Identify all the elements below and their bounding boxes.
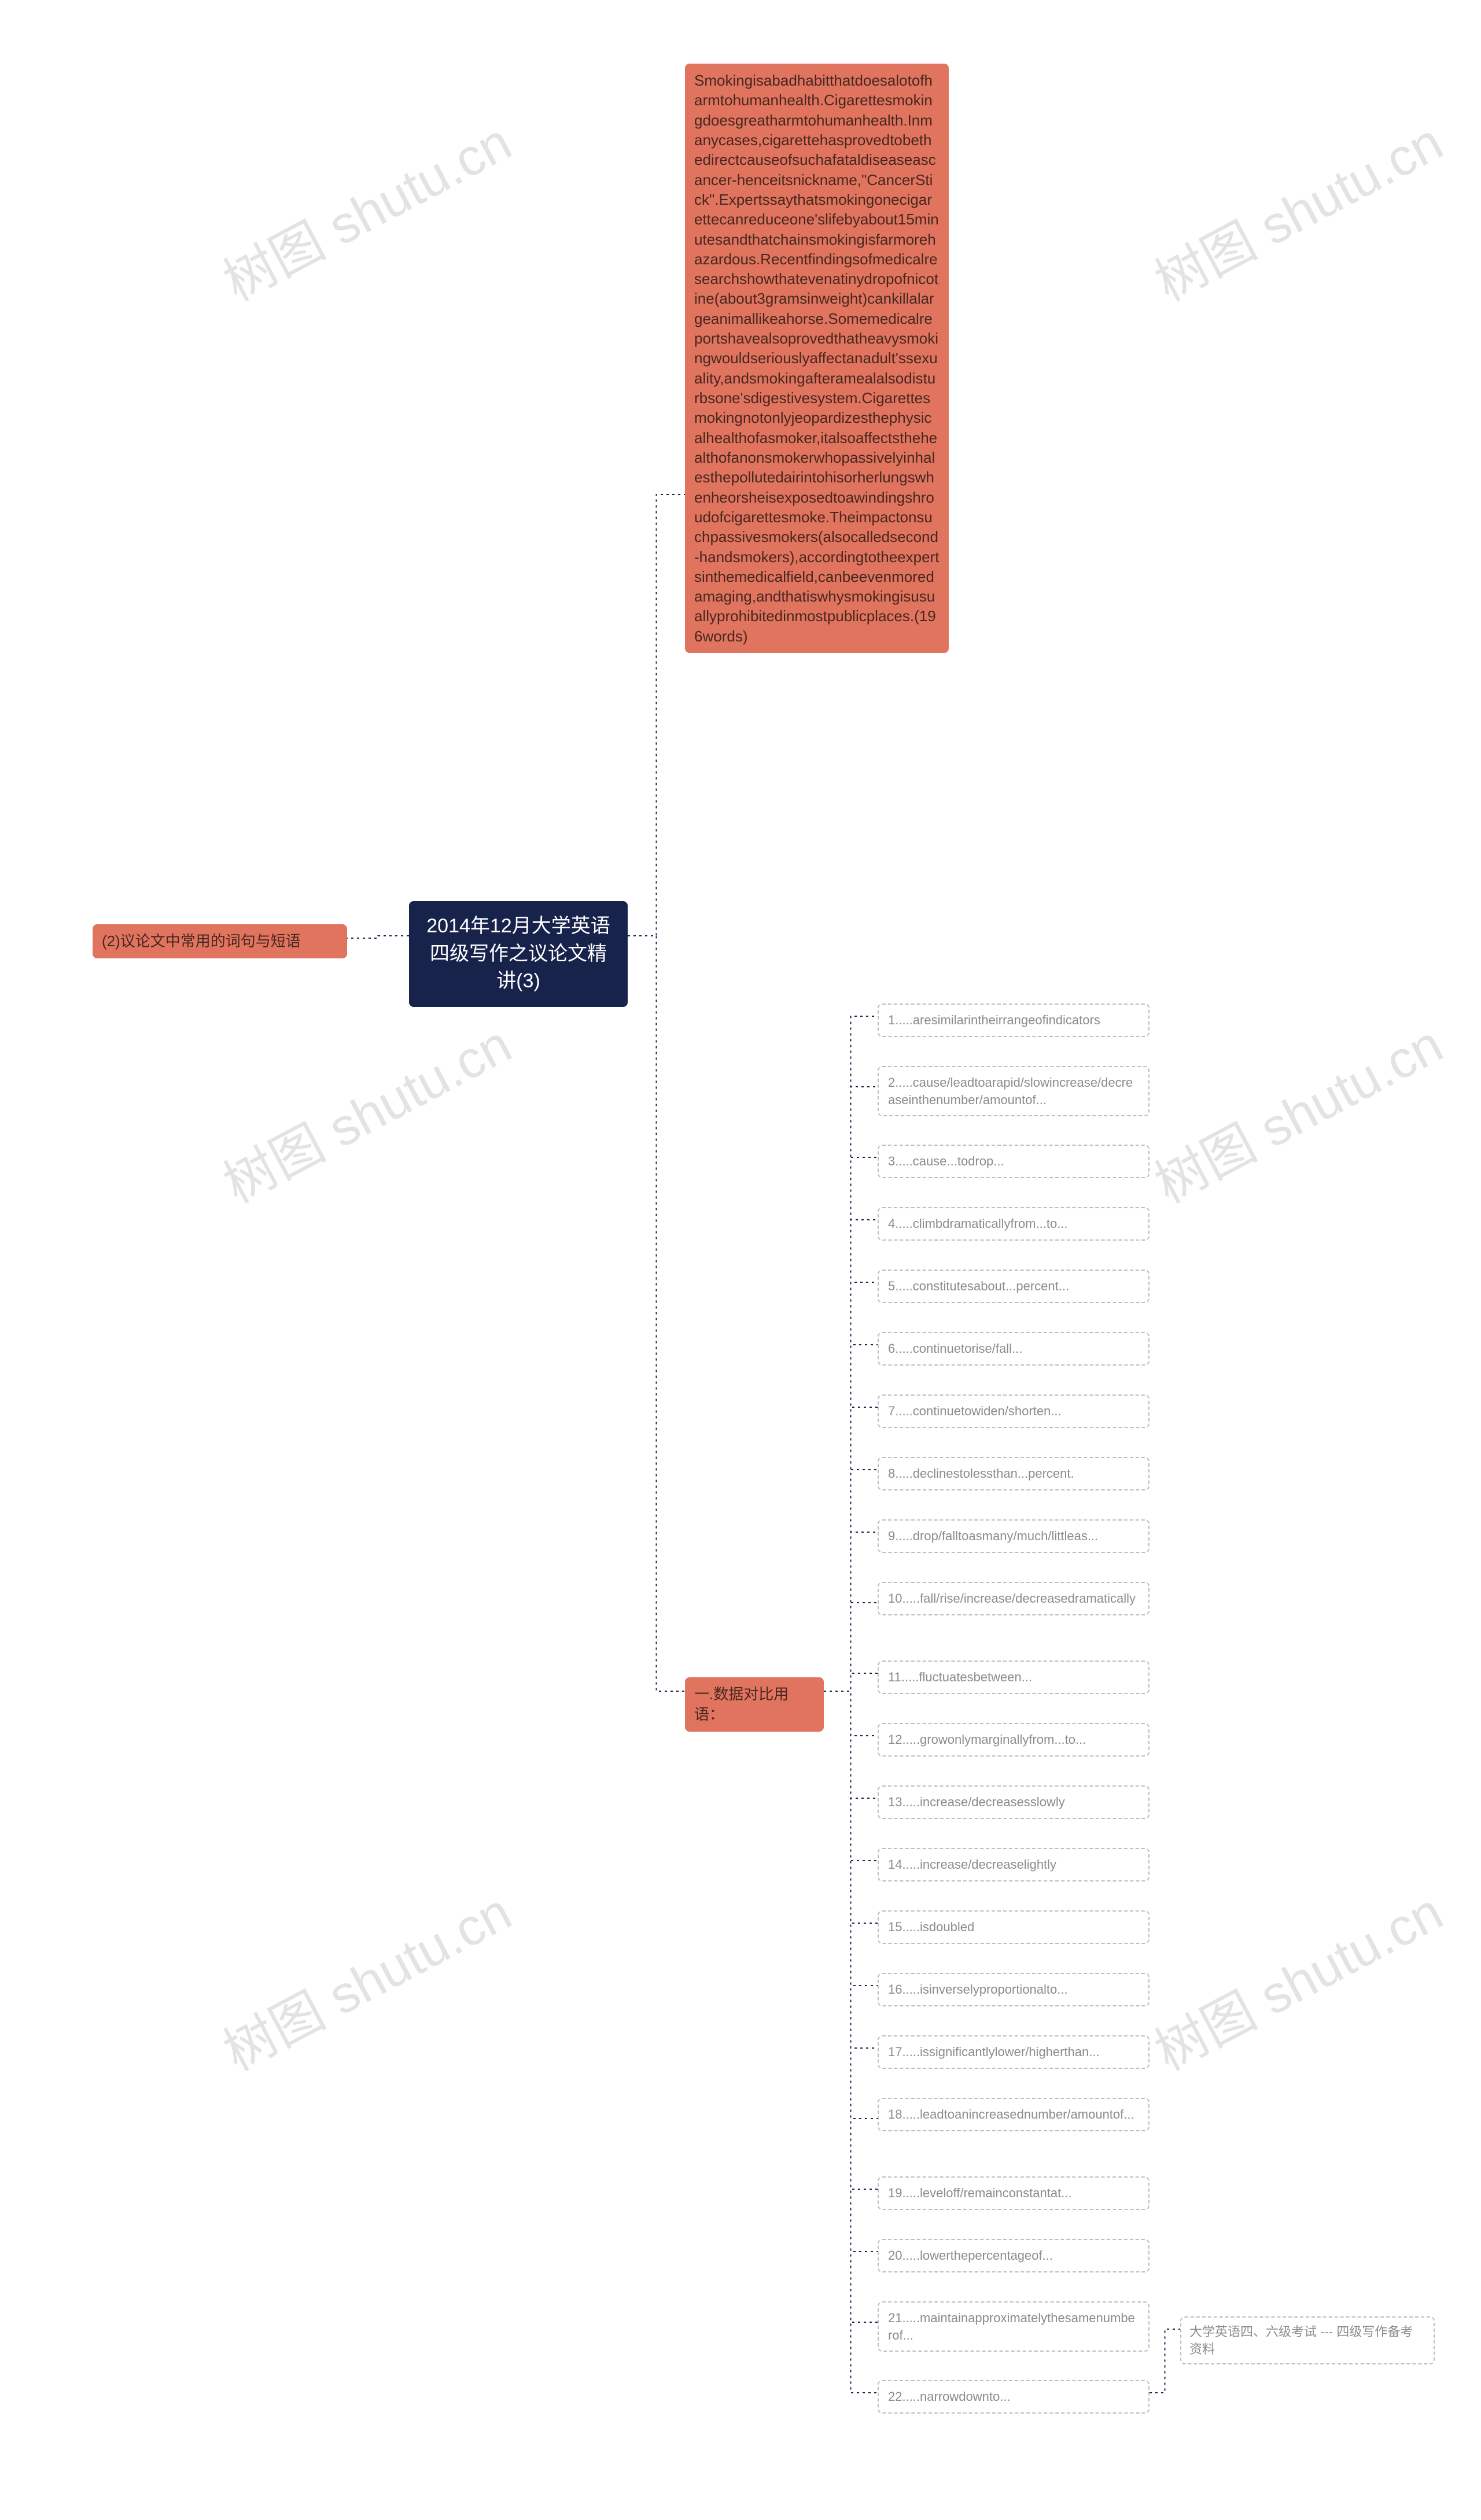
leaf-item: 3.....cause...todrop... [878, 1145, 1150, 1178]
watermark: 树图 shutu.cn [208, 1870, 522, 2085]
leaf-item: 22.....narrowdownto... [878, 2380, 1150, 2414]
watermark: 树图 shutu.cn [208, 101, 522, 315]
mindmap-canvas: 2014年12月大学英语四级写作之议论文精讲(3) (2)议论文中常用的词句与短… [0, 0, 1481, 2520]
leaf-item: 16.....isinverselyproportionalto... [878, 1973, 1150, 2006]
leaf-item: 5.....constitutesabout...percent... [878, 1270, 1150, 1303]
tag-leaf: 大学英语四、六级考试 --- 四级写作备考资料 [1180, 2316, 1435, 2364]
leaf-item: 4.....climbdramaticallyfrom...to... [878, 1207, 1150, 1241]
big-text-branch: Smokingisabadhabitthatdoesalotofharmtohu… [685, 64, 949, 653]
leaf-item: 20.....lowerthepercentageof... [878, 2239, 1150, 2272]
watermark: 树图 shutu.cn [1140, 1870, 1453, 2085]
leaf-item: 7.....continuetowiden/shorten... [878, 1394, 1150, 1428]
leaf-item: 15.....isdoubled [878, 1910, 1150, 1944]
leaf-item: 18.....leadtoanincreasednumber/amountof.… [878, 2098, 1150, 2131]
leaf-item: 11.....fluctuatesbetween... [878, 1661, 1150, 1694]
leaf-item: 9.....drop/falltoasmany/much/littleas... [878, 1519, 1150, 1553]
left-branch: (2)议论文中常用的词句与短语 [93, 924, 347, 958]
watermark: 树图 shutu.cn [1140, 1003, 1453, 1217]
leaf-item: 1.....aresimilarintheirrangeofindicators [878, 1003, 1150, 1037]
data-branch: 一.数据对比用语： [685, 1677, 824, 1732]
watermark: 树图 shutu.cn [1140, 101, 1453, 315]
root-node: 2014年12月大学英语四级写作之议论文精讲(3) [409, 901, 628, 1007]
leaf-item: 19.....leveloff/remainconstantat... [878, 2176, 1150, 2210]
leaf-item: 10.....fall/rise/increase/decreasedramat… [878, 1582, 1150, 1615]
leaf-item: 21.....maintainapproximatelythesamenumbe… [878, 2301, 1150, 2352]
leaf-item: 13.....increase/decreasesslowly [878, 1785, 1150, 1819]
leaf-item: 12.....growonlymarginallyfrom...to... [878, 1723, 1150, 1757]
leaf-item: 8.....declinestolessthan...percent. [878, 1457, 1150, 1490]
leaf-item: 6.....continuetorise/fall... [878, 1332, 1150, 1366]
leaf-item: 14.....increase/decreaselightly [878, 1848, 1150, 1881]
leaf-item: 2.....cause/leadtoarapid/slowincrease/de… [878, 1066, 1150, 1116]
watermark: 树图 shutu.cn [208, 1003, 522, 1217]
leaf-item: 17.....issignificantlylower/higherthan..… [878, 2035, 1150, 2069]
